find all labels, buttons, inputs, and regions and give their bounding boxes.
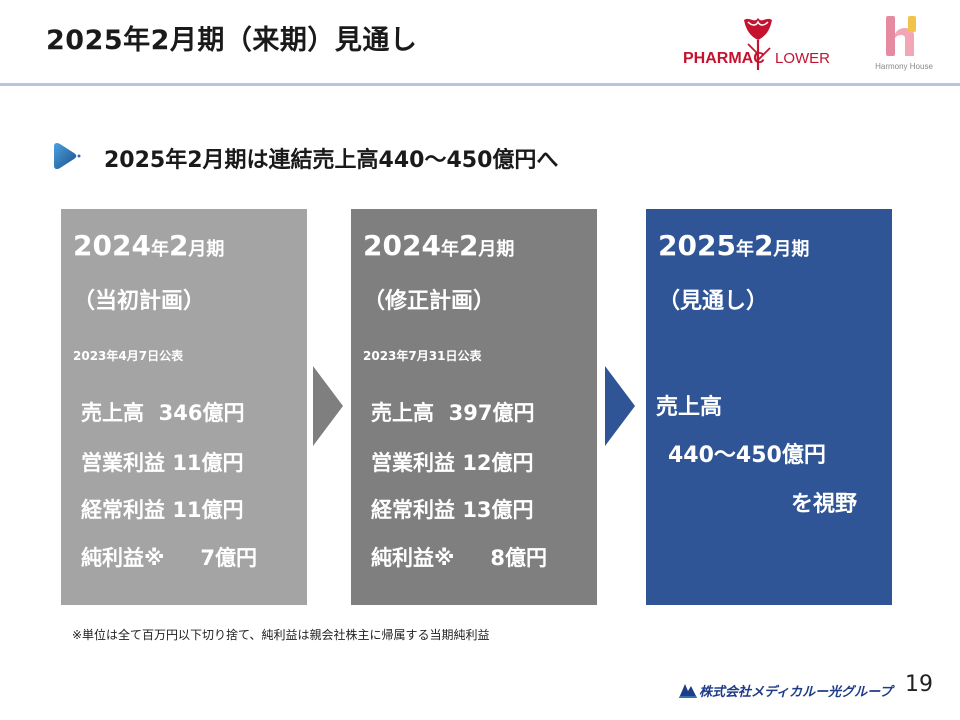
period-year: 2024	[363, 229, 441, 262]
period-year: 2024	[73, 229, 151, 262]
row-label: 経常利益	[371, 498, 455, 522]
period-year: 2025	[658, 229, 736, 262]
pharmaflower-wordmark-left: PHARMAC	[683, 50, 765, 67]
period-month: 2	[753, 229, 774, 262]
row-value: 346億円	[158, 401, 245, 425]
pharmaflower-logo: PHARMAC LOWER	[683, 14, 833, 74]
period-suffix: 月期	[478, 239, 515, 260]
company-mark-icon	[679, 684, 697, 698]
period-nen: 年	[150, 239, 169, 260]
forecast-card: 2025年2月期 （見通し） 売上高 440～450億円 を視野	[646, 209, 892, 605]
row-net-profit: 純利益※ 8億円	[371, 542, 547, 572]
harmony-house-logo: Harmony House	[868, 14, 940, 74]
row-label: 売上高	[81, 401, 144, 425]
row-label: 経常利益	[81, 498, 165, 522]
company-logo: 株式会社メディカルー光グループ	[679, 680, 893, 700]
row-label: 売上高	[371, 401, 434, 425]
row-value: 8億円	[490, 546, 548, 570]
section-subtitle: 2025年2月期は連結売上高440～450億円へ	[104, 148, 559, 173]
row-net-profit: 純利益※ 7億円	[81, 542, 257, 572]
forecast-value: 440～450億円	[668, 443, 826, 468]
footnote: ※単位は全て百万円以下切り捨て、純利益は親会社株主に帰属する当期純利益	[72, 628, 490, 642]
forecast-suffix: を視野	[791, 492, 858, 517]
row-value: 12億円	[462, 451, 534, 475]
row-label: 営業利益	[371, 451, 455, 475]
row-ordinary-profit: 経常利益 11億円	[81, 494, 244, 524]
period-nen: 年	[735, 239, 754, 260]
row-ordinary-profit: 経常利益 13億円	[371, 494, 534, 524]
forecast-label: 売上高	[656, 395, 723, 420]
period-label: 2024年2月期	[363, 229, 514, 262]
page-number: 19	[905, 672, 933, 697]
row-label: 純利益※	[81, 546, 165, 570]
period-label: 2025年2月期	[658, 229, 809, 262]
plan-type: （見通し）	[658, 289, 769, 314]
row-operating-profit: 営業利益 11億円	[81, 447, 244, 477]
flower-icon	[744, 18, 772, 70]
announce-date: 2023年4月7日公表	[73, 349, 184, 363]
period-month: 2	[458, 229, 479, 262]
row-value: 11億円	[172, 498, 244, 522]
plan-type: （当初計画）	[73, 289, 206, 314]
row-label: 営業利益	[81, 451, 165, 475]
period-suffix: 月期	[188, 239, 225, 260]
arrow-right-icon	[313, 366, 343, 446]
plan-type: （修正計画）	[363, 289, 496, 314]
period-nen: 年	[440, 239, 459, 260]
announce-date: 2023年7月31日公表	[363, 349, 482, 363]
play-bullet-icon	[54, 142, 81, 170]
header: 2025年2月期（来期）見通し PHARMAC LOWER Harmony Ho…	[0, 0, 960, 82]
row-sales: 売上高 397億円	[371, 397, 534, 427]
row-value: 13億円	[462, 498, 534, 522]
row-value: 397億円	[448, 401, 535, 425]
row-value: 7億円	[200, 546, 258, 570]
row-value: 11億円	[172, 451, 244, 475]
pharmaflower-wordmark-right: LOWER	[775, 50, 831, 67]
row-operating-profit: 営業利益 12億円	[371, 447, 534, 477]
header-divider	[0, 83, 960, 86]
plan-card-initial: 2024年2月期 （当初計画） 2023年4月7日公表 売上高 346億円 営業…	[61, 209, 307, 605]
company-name: 株式会社メディカルー光グループ	[699, 685, 893, 700]
harmony-h-icon	[886, 16, 916, 56]
period-label: 2024年2月期	[73, 229, 224, 262]
arrow-right-icon	[605, 366, 635, 446]
page-title: 2025年2月期（来期）見通し	[46, 25, 418, 56]
period-suffix: 月期	[773, 239, 810, 260]
period-month: 2	[168, 229, 189, 262]
plan-card-revised: 2024年2月期 （修正計画） 2023年7月31日公表 売上高 397億円 営…	[351, 209, 597, 605]
row-label: 純利益※	[371, 546, 455, 570]
row-sales: 売上高 346億円	[81, 397, 244, 427]
harmony-house-label: Harmony House	[875, 62, 933, 71]
